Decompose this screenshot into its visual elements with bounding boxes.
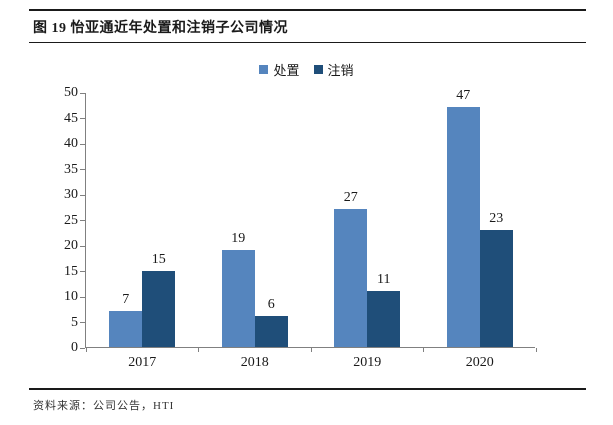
bar-value-label: 7	[122, 292, 130, 308]
y-axis-tick-label: 25	[64, 212, 78, 228]
x-axis-category-label: 2018	[240, 355, 269, 370]
y-axis-tick	[80, 118, 85, 119]
bar-处置-2018: 19	[221, 231, 255, 347]
bar-处置-2019: 27	[334, 190, 368, 347]
legend-swatch-icon	[259, 65, 269, 74]
bar-注销-2018: 6	[254, 297, 288, 347]
legend-label: 处置	[273, 63, 300, 78]
y-axis-tick-label: 0	[71, 340, 78, 355]
y-axis-tick-label: 50	[64, 85, 78, 100]
bar-注销-2017: 15	[142, 252, 176, 347]
y-axis-tick-label: 5	[71, 314, 78, 330]
x-axis-tick	[85, 348, 87, 352]
figure-title: 图 19 怡亚通近年处置和注销子公司情况	[33, 21, 288, 36]
y-axis-tick-label: 15	[64, 263, 78, 279]
y-axis-tick	[80, 220, 85, 221]
y-axis-tick	[80, 245, 85, 247]
y-axis-tick-label: 45	[64, 110, 78, 126]
legend-item-注销: 注销	[313, 60, 354, 79]
y-axis-tick	[80, 296, 85, 298]
legend-label: 注销	[327, 63, 354, 78]
x-axis-category-label: 2020	[465, 355, 494, 370]
bar-value-label: 15	[151, 251, 166, 267]
y-axis-tick-label: 35	[64, 161, 78, 177]
x-axis-tick	[198, 348, 199, 352]
x-axis-tick	[423, 348, 424, 352]
legend-swatch-icon	[313, 65, 323, 74]
y-axis-tick	[80, 347, 85, 349]
x-axis-tick	[535, 348, 537, 352]
bar-value-label: 23	[489, 210, 504, 226]
y-axis-tick	[80, 322, 85, 323]
x-axis-category-label: 2019	[353, 355, 382, 370]
y-axis-tick	[80, 92, 85, 94]
bar-value-label: 11	[377, 271, 391, 287]
bar-value-label: 27	[343, 190, 358, 206]
y-axis-tick	[80, 143, 85, 145]
plot-area: 0 5 10 15 20 25 30 35 40 45 50 7 15 2017 19 6 2018 27 11 20…	[64, 85, 537, 370]
y-axis-tick-label: 10	[64, 289, 78, 304]
bar-注销-2019: 11	[367, 272, 401, 347]
y-axis-tick-label: 40	[64, 136, 78, 151]
bar-处置-2020: 47	[446, 88, 480, 347]
y-axis-tick-label: 20	[64, 238, 78, 253]
x-axis-tick	[310, 348, 312, 352]
bar-group-2017: 7 15	[86, 93, 199, 347]
y-axis-tick-label: 30	[64, 187, 78, 202]
bar-group-2018: 19 6	[199, 93, 312, 347]
bar-处置-2017: 7	[109, 292, 143, 347]
header-rule	[29, 42, 586, 43]
bar-group-2020: 47 23	[424, 88, 537, 347]
source-text: 资料来源：公司公告，HTI	[33, 400, 175, 412]
y-axis-tick	[80, 271, 85, 272]
top-rule	[29, 9, 586, 11]
chart-legend: 处置 注销	[0, 60, 613, 79]
footer-rule	[29, 388, 586, 390]
x-axis-category-label: 2017	[128, 355, 157, 370]
bar-注销-2020: 23	[479, 211, 513, 347]
y-axis-tick	[80, 169, 85, 170]
bar-value-label: 6	[267, 297, 275, 313]
bar-value-label: 47	[456, 88, 471, 104]
legend-item-处置: 处置	[259, 60, 300, 79]
bar-value-label: 19	[231, 231, 246, 247]
y-axis-tick	[80, 194, 85, 196]
bar-group-2019: 27 11	[311, 93, 424, 347]
